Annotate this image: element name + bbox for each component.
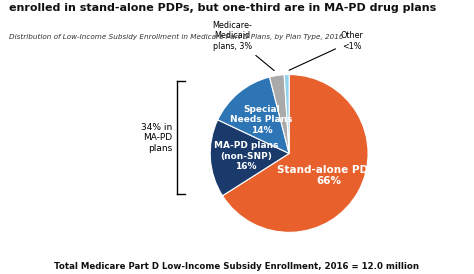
Text: 34% in
MA-PD
plans: 34% in MA-PD plans	[141, 123, 173, 153]
Text: Special
Needs Plans
14%: Special Needs Plans 14%	[230, 105, 293, 135]
Wedge shape	[284, 75, 289, 153]
Wedge shape	[222, 75, 368, 232]
Text: Distribution of Low-Income Subsidy Enrollment in Medicare Part D Plans, by Plan : Distribution of Low-Income Subsidy Enrol…	[9, 34, 344, 40]
Wedge shape	[270, 75, 289, 153]
Wedge shape	[218, 77, 289, 153]
Text: Total Medicare Part D Low-Income Subsidy Enrollment, 2016 = 12.0 million: Total Medicare Part D Low-Income Subsidy…	[55, 262, 419, 271]
Wedge shape	[210, 120, 289, 196]
Text: Other
<1%: Other <1%	[289, 32, 364, 70]
Text: enrolled in stand-alone PDPs, but one-third are in MA-PD drug plans: enrolled in stand-alone PDPs, but one-th…	[9, 3, 437, 13]
Text: Medicare-
Medicaid
plans, 3%: Medicare- Medicaid plans, 3%	[212, 21, 274, 71]
Text: Stand-alone PDPs
66%: Stand-alone PDPs 66%	[277, 165, 382, 186]
Text: MA-PD plans
(non-SNP)
16%: MA-PD plans (non-SNP) 16%	[214, 141, 278, 171]
